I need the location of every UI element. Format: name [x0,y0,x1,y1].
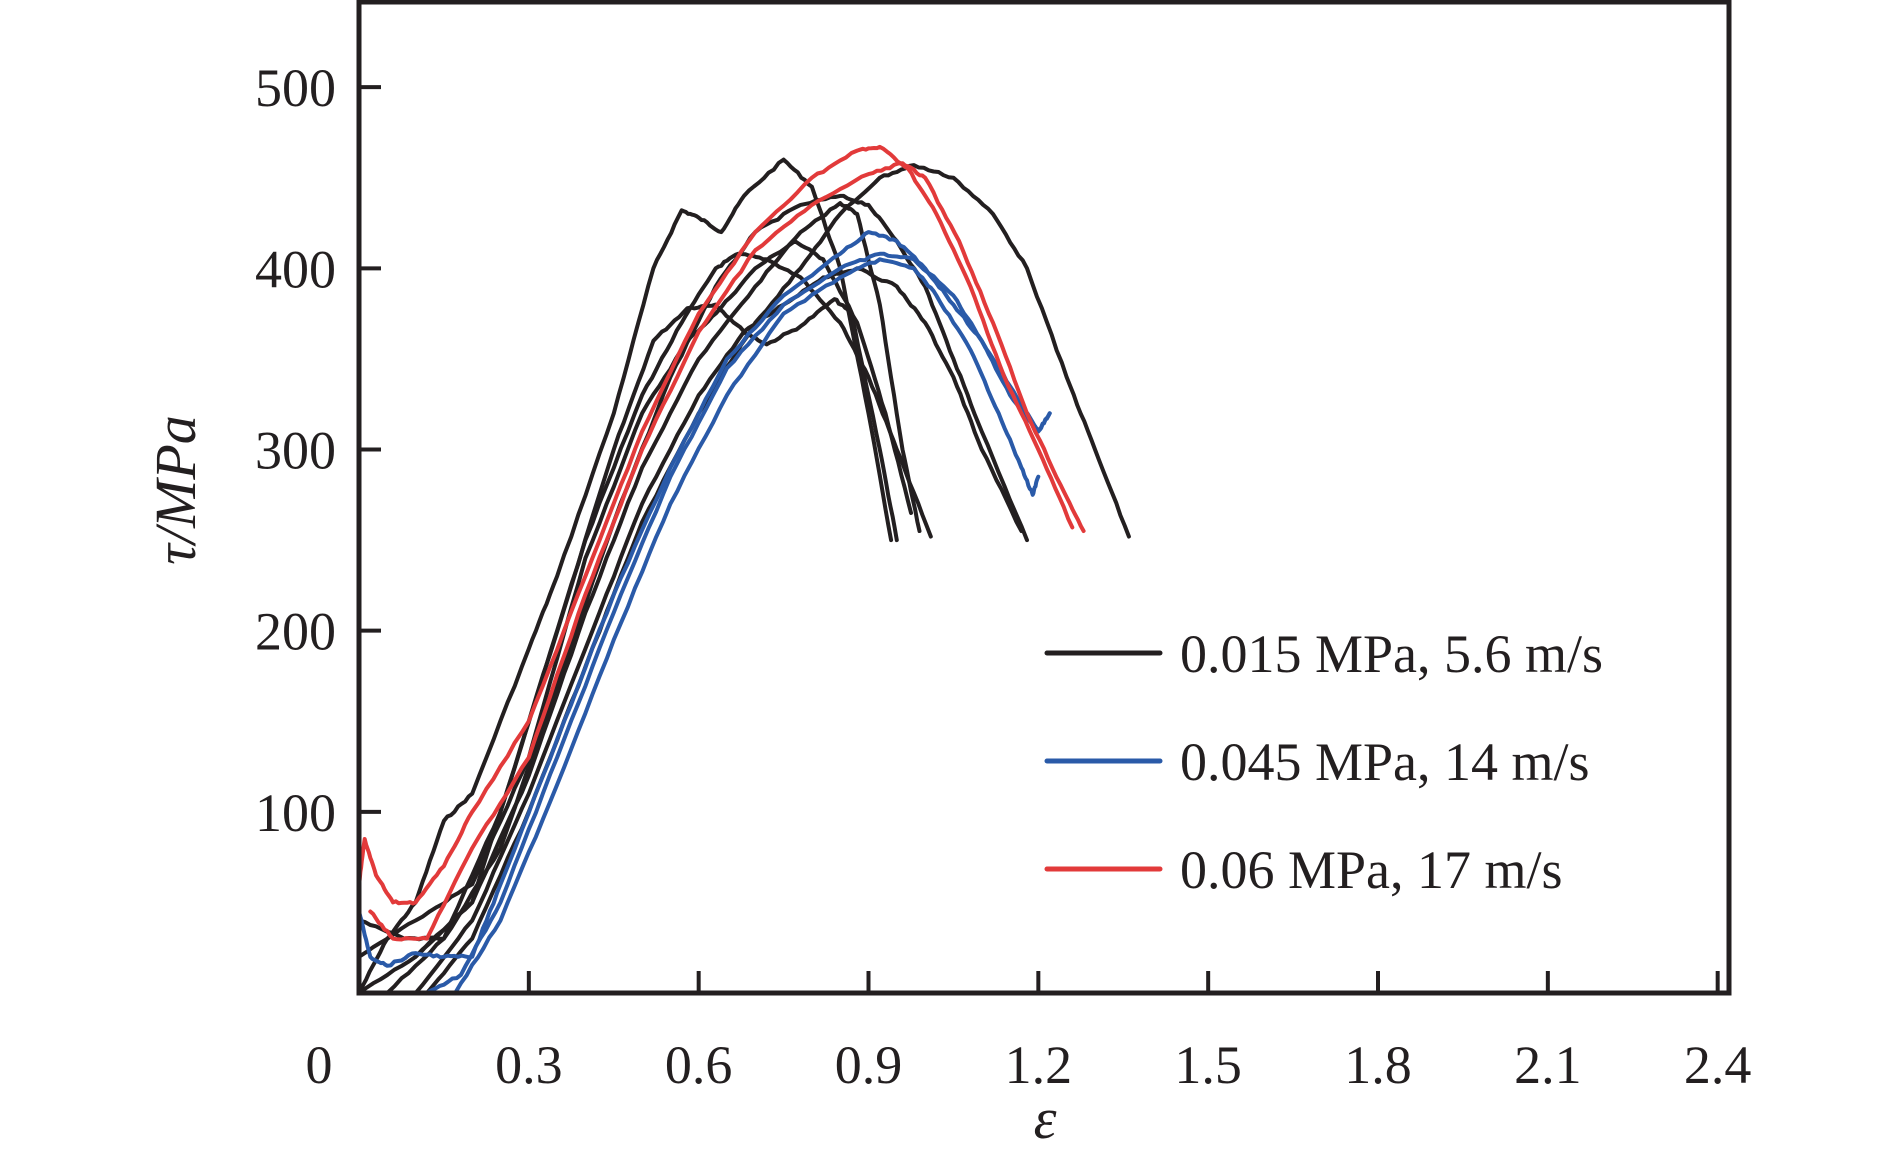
series-line-2 [357,297,899,942]
series-layer [357,144,1131,995]
legend-label: 0.06 MPa, 17 m/s [1180,840,1563,900]
series-line-13 [368,161,1086,942]
y-tick-label: 200 [255,602,336,662]
y-axis-ticks: 100 200 300 400 500 [255,58,381,843]
y-tick-label: 500 [255,58,336,118]
plot-frame [356,0,1732,996]
x-tick-label: 2.4 [1684,1035,1752,1095]
legend-item: 0.06 MPa, 17 m/s [1044,840,1563,900]
legend-item: 0.015 MPa, 5.6 m/s [1044,624,1603,684]
x-tick-label: 0 [306,1035,333,1095]
series-line-8 [413,201,922,959]
series-line-12 [357,144,1075,906]
legend-label: 0.015 MPa, 5.6 m/s [1180,624,1603,684]
y-tick-label: 400 [255,239,336,299]
legend-label: 0.045 MPa, 14 m/s [1180,732,1590,792]
y-axis-title: τ/MPa [143,415,208,565]
series-line-3 [357,239,913,959]
series-line-4 [357,251,933,995]
legend-item: 0.045 MPa, 14 m/s [1044,732,1590,792]
x-tick-label: 1.2 [1005,1035,1073,1095]
x-tick-label: 2.1 [1514,1035,1582,1095]
y-tick-label: 100 [255,783,336,843]
series-line-9 [357,230,1052,968]
x-tick-label: 1.8 [1344,1035,1412,1095]
x-axis-title: ε [1034,1086,1057,1151]
series-line-10 [424,251,1052,995]
series-line-5 [385,193,1029,995]
x-axis-ticks: 0 0.3 0.6 0.9 1.2 1.5 1.8 2.1 2.4 [306,971,1752,1095]
y-tick-label: 300 [255,420,336,480]
x-tick-label: 0.6 [665,1035,733,1095]
x-tick-label: 0.9 [835,1035,903,1095]
series-line-11 [453,257,1041,995]
series-line-7 [424,163,1131,995]
legend: 0.015 MPa, 5.6 m/s 0.045 MPa, 14 m/s 0.06 … [1044,624,1603,900]
x-tick-label: 0.3 [495,1035,563,1095]
x-tick-label: 1.5 [1174,1035,1242,1095]
